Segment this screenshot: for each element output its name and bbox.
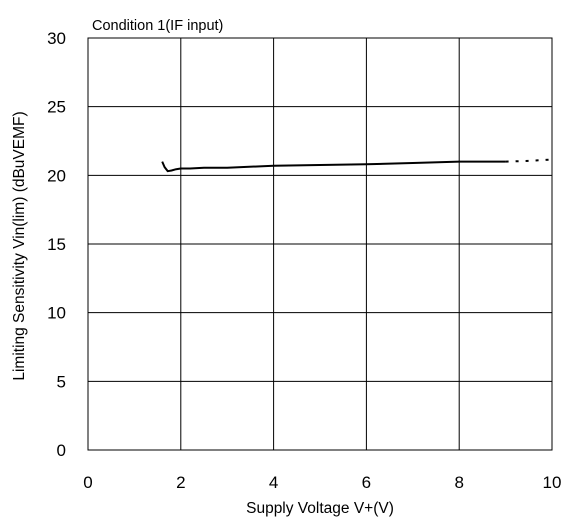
y-tick-label: 10 xyxy=(47,304,66,323)
plot-grid xyxy=(88,38,552,450)
x-tick-label: 10 xyxy=(543,473,562,492)
series-layer xyxy=(161,158,553,173)
x-tick-label: 6 xyxy=(362,473,371,492)
x-tick-label: 2 xyxy=(176,473,185,492)
y-tick-label: 15 xyxy=(47,235,66,254)
y-tick-label: 20 xyxy=(47,166,66,185)
y-tick-label: 0 xyxy=(57,441,66,460)
y-tick-label: 25 xyxy=(47,98,66,117)
x-tick-label: 0 xyxy=(83,473,92,492)
y-axis-title: Limiting Sensitivity Vin(lim) (dBuVEMF) xyxy=(11,111,28,380)
y-tick-label: 30 xyxy=(47,29,66,48)
x-axis-title: Supply Voltage V+(V) xyxy=(246,500,394,517)
chart-title: Condition 1(IF input) xyxy=(92,18,223,34)
y-tick-labels: 0 5 10 15 20 25 30 xyxy=(47,29,66,460)
plot-frame xyxy=(87,37,553,451)
series-line-solid xyxy=(161,160,506,173)
series-line-dotted xyxy=(505,158,553,163)
x-tick-label: 4 xyxy=(269,473,278,492)
y-tick-label: 5 xyxy=(57,372,66,391)
x-tick-label: 8 xyxy=(454,473,463,492)
x-tick-labels: 0 2 4 6 8 10 xyxy=(83,473,561,492)
